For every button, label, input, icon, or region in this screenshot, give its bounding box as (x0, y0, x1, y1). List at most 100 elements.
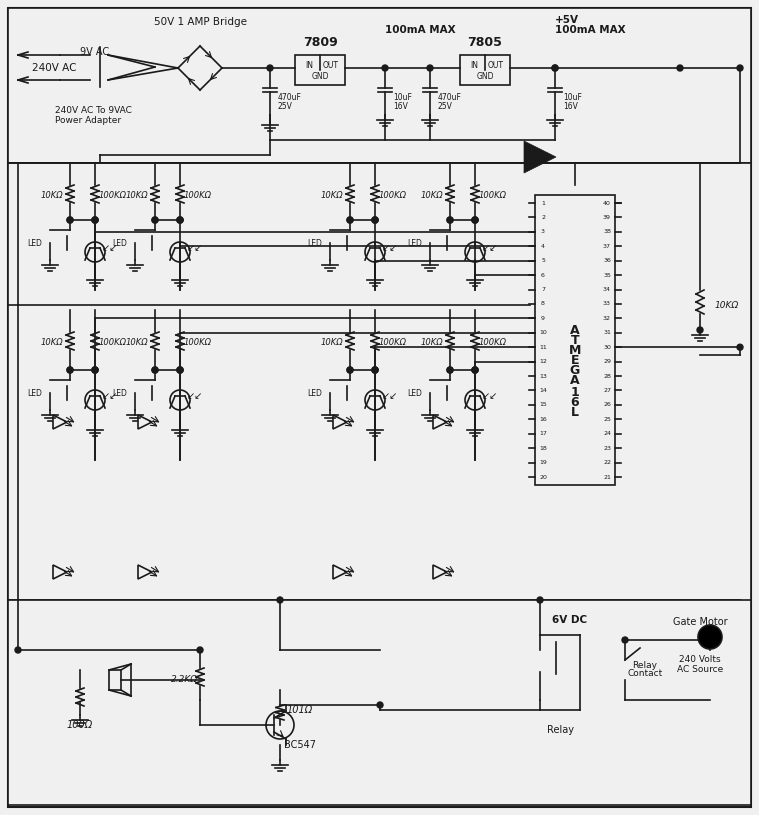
Text: 31: 31 (603, 330, 611, 335)
Text: 38: 38 (603, 229, 611, 235)
Text: 40: 40 (603, 200, 611, 205)
Circle shape (347, 217, 353, 223)
Text: 50V 1 AMP Bridge: 50V 1 AMP Bridge (153, 17, 247, 27)
Text: A: A (570, 324, 580, 337)
Circle shape (277, 597, 283, 603)
Circle shape (382, 65, 388, 71)
Text: 39: 39 (603, 215, 611, 220)
Text: 470uF: 470uF (278, 92, 302, 102)
Text: ↙↙: ↙↙ (482, 243, 498, 253)
Text: ↙↙: ↙↙ (102, 391, 118, 401)
Bar (8, 163, 751, 603)
Circle shape (177, 367, 183, 373)
Circle shape (92, 217, 98, 223)
Text: LED: LED (27, 389, 43, 398)
Text: 7: 7 (541, 287, 545, 292)
Text: 1: 1 (541, 200, 545, 205)
Text: 24: 24 (603, 431, 611, 436)
Text: Power Adapter: Power Adapter (55, 116, 121, 125)
Circle shape (697, 327, 703, 333)
Bar (109, 670, 121, 690)
Text: 14: 14 (539, 388, 547, 393)
Text: GND: GND (311, 72, 329, 81)
Text: IN: IN (305, 61, 313, 70)
Circle shape (177, 217, 183, 223)
Text: AC Source: AC Source (677, 666, 723, 675)
Text: 9: 9 (541, 316, 545, 321)
Text: 9V AC: 9V AC (80, 47, 109, 57)
Text: A: A (570, 373, 580, 386)
Circle shape (698, 625, 722, 649)
Text: M: M (568, 343, 581, 356)
Circle shape (447, 217, 453, 223)
Text: T: T (571, 333, 579, 346)
Text: LED: LED (112, 389, 128, 398)
Text: 23: 23 (603, 446, 611, 451)
Circle shape (347, 217, 353, 223)
Text: ↙↙: ↙↙ (382, 391, 398, 401)
Circle shape (677, 65, 683, 71)
Text: LED: LED (408, 239, 423, 248)
Text: 4: 4 (541, 244, 545, 249)
Circle shape (92, 367, 98, 373)
Text: 6: 6 (571, 395, 579, 408)
Text: 10: 10 (539, 330, 547, 335)
Text: 11: 11 (539, 345, 547, 350)
Text: 100Ω: 100Ω (67, 720, 93, 730)
Circle shape (472, 217, 478, 223)
Circle shape (552, 65, 558, 71)
Text: 100KΩ: 100KΩ (479, 191, 507, 200)
Polygon shape (524, 141, 556, 173)
Text: 2: 2 (541, 215, 545, 220)
Circle shape (737, 65, 743, 71)
Text: 25: 25 (603, 416, 611, 422)
Text: 8: 8 (541, 302, 545, 306)
Circle shape (622, 637, 628, 643)
Circle shape (92, 217, 98, 223)
Text: 22: 22 (603, 460, 611, 465)
Circle shape (372, 217, 378, 223)
Text: 16: 16 (539, 416, 547, 422)
Circle shape (472, 367, 478, 373)
Text: 33: 33 (603, 302, 611, 306)
Circle shape (472, 367, 478, 373)
Bar (8, 8, 751, 163)
Circle shape (427, 65, 433, 71)
Text: 101Ω: 101Ω (287, 705, 313, 715)
Text: 100KΩ: 100KΩ (479, 337, 507, 346)
Text: ↙↙: ↙↙ (102, 243, 118, 253)
Circle shape (152, 217, 158, 223)
Text: 10KΩ: 10KΩ (420, 191, 443, 200)
Circle shape (67, 217, 73, 223)
Text: 10KΩ: 10KΩ (41, 337, 63, 346)
Text: 10uF: 10uF (563, 92, 582, 102)
Text: OUT: OUT (323, 61, 339, 70)
Text: 10KΩ: 10KΩ (41, 191, 63, 200)
Circle shape (347, 367, 353, 373)
Bar (460, 55, 510, 85)
Text: 240V AC: 240V AC (32, 63, 77, 73)
Text: ↙↙: ↙↙ (187, 243, 203, 253)
Bar (295, 55, 345, 85)
Text: 30: 30 (603, 345, 611, 350)
Circle shape (472, 217, 478, 223)
Text: 10uF: 10uF (393, 92, 412, 102)
Text: ↙↙: ↙↙ (482, 391, 498, 401)
Circle shape (152, 367, 158, 373)
Text: GND: GND (476, 72, 494, 81)
Circle shape (372, 367, 378, 373)
Text: 28: 28 (603, 373, 611, 378)
Text: 34: 34 (603, 287, 611, 292)
Circle shape (372, 367, 378, 373)
Text: 6V DC: 6V DC (553, 615, 587, 625)
Text: LED: LED (408, 389, 423, 398)
Circle shape (372, 217, 378, 223)
Text: 18: 18 (539, 446, 547, 451)
Text: 10KΩ: 10KΩ (321, 337, 343, 346)
Text: 7809: 7809 (303, 36, 337, 49)
Text: 25V: 25V (278, 102, 293, 111)
Text: 100KΩ: 100KΩ (99, 337, 127, 346)
Circle shape (737, 344, 743, 350)
Text: 10KΩ: 10KΩ (715, 301, 739, 310)
Text: E: E (571, 354, 579, 367)
